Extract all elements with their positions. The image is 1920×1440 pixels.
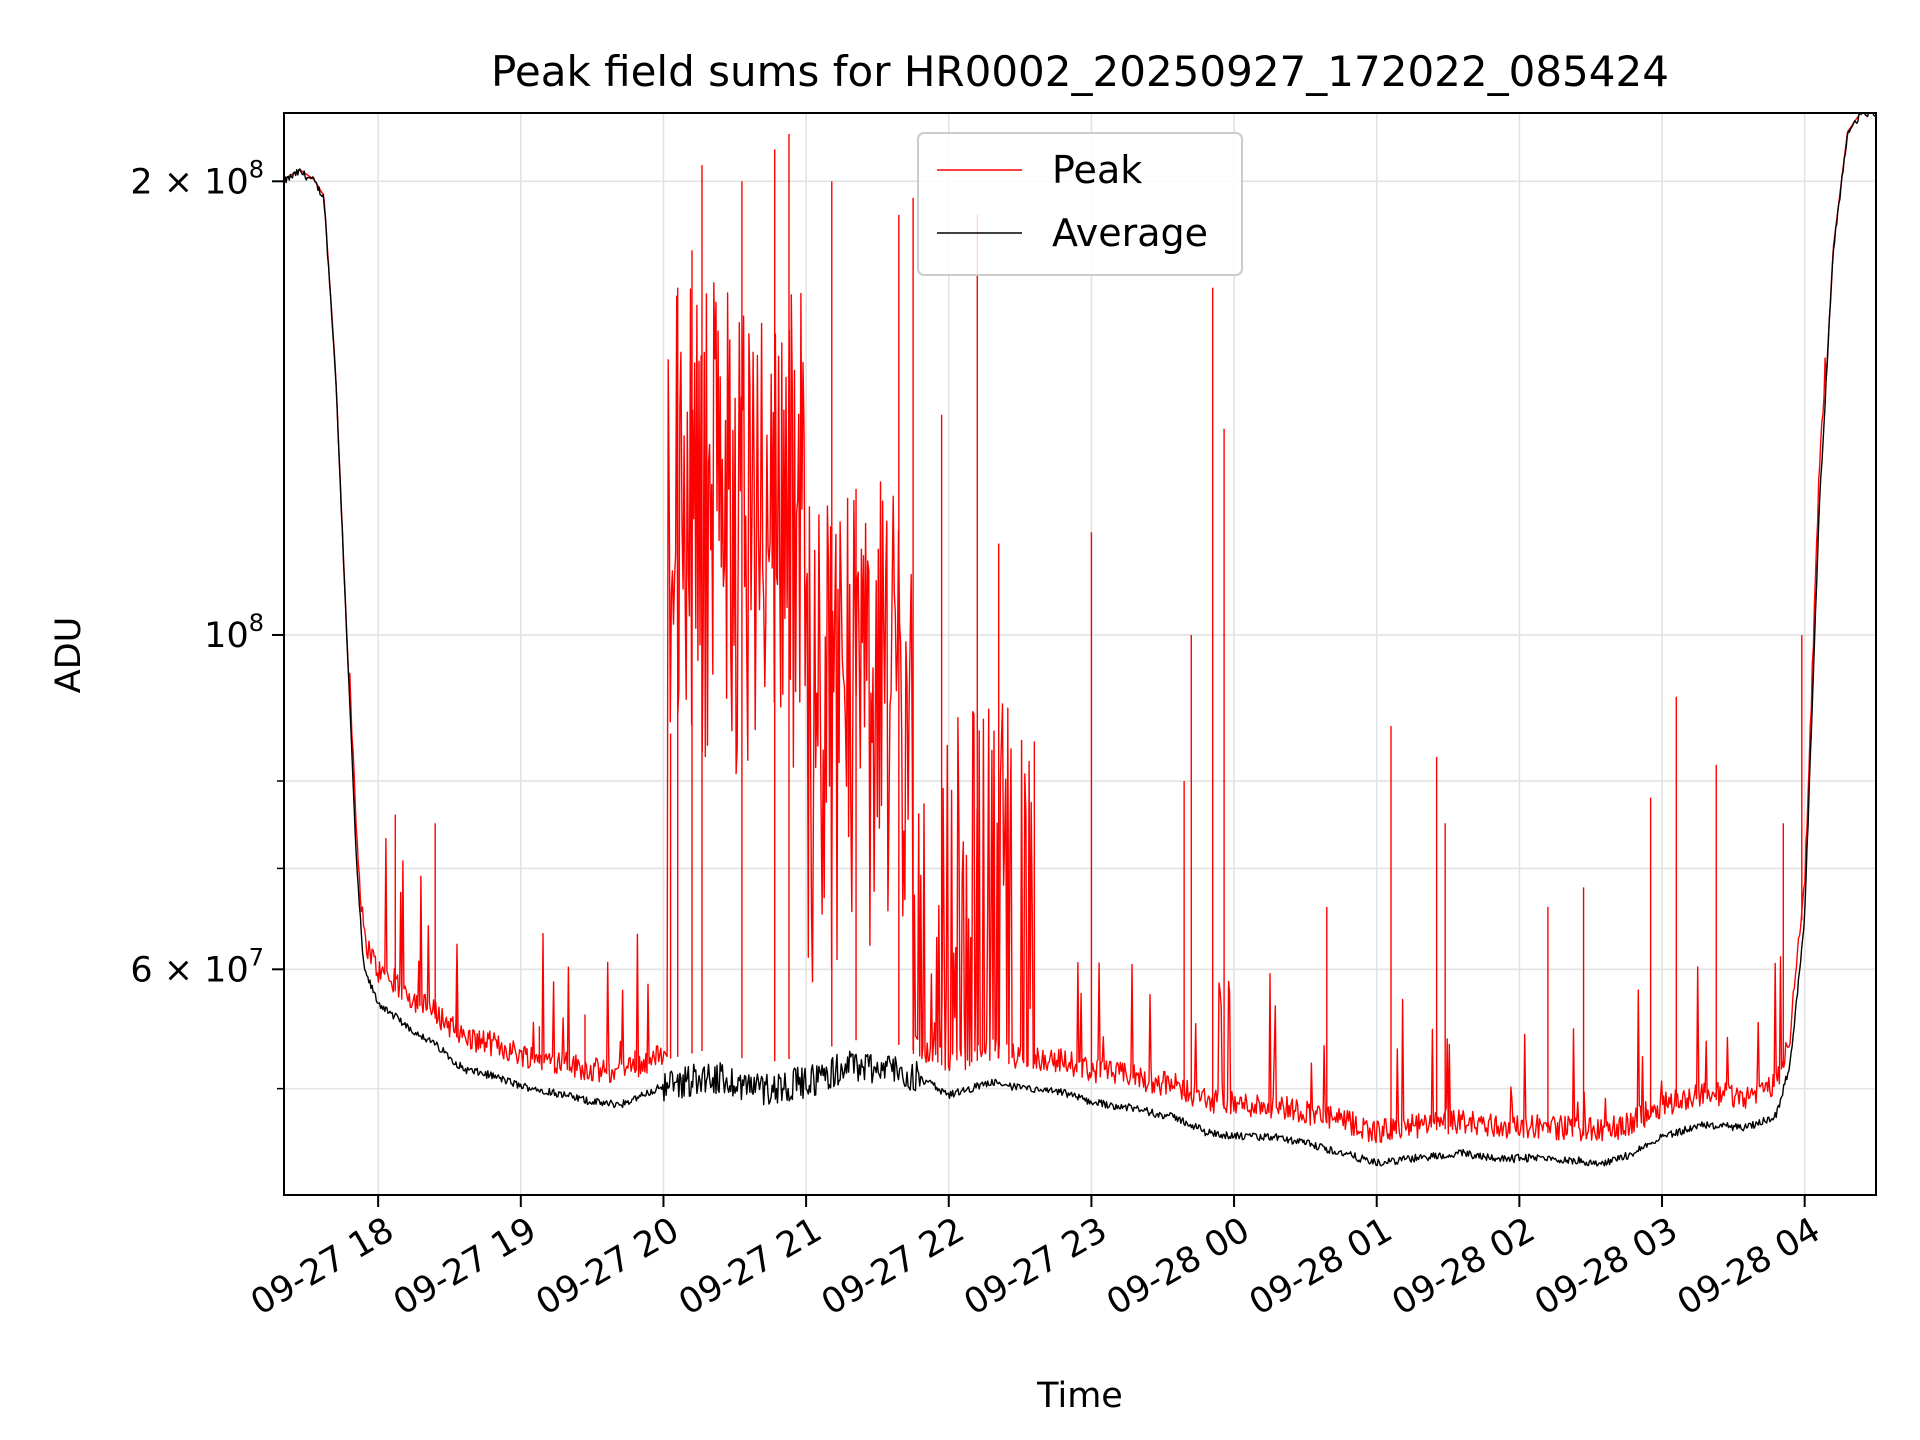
legend-box <box>917 132 1243 276</box>
legend: Peak Average <box>917 132 1243 276</box>
peak-series <box>283 112 1876 1144</box>
y-tick-label: 6 × 107 <box>130 943 264 990</box>
legend-peak-label: Peak <box>1052 148 1142 192</box>
plot-frame <box>283 112 1877 1196</box>
legend-average-label: Average <box>1052 211 1208 255</box>
average-line <box>283 112 1877 1167</box>
peak-line <box>283 112 1876 1144</box>
grid <box>284 113 1876 1195</box>
x-axis-title: Time <box>1036 1376 1123 1416</box>
y-tick-label: 2 × 108 <box>130 155 264 202</box>
chart-title: Peak field sums for HR0002_20250927_1720… <box>491 47 1669 96</box>
y-axis-title: ADU <box>49 617 89 694</box>
average-series <box>283 112 1877 1167</box>
y-tick-label: 108 <box>204 609 264 656</box>
